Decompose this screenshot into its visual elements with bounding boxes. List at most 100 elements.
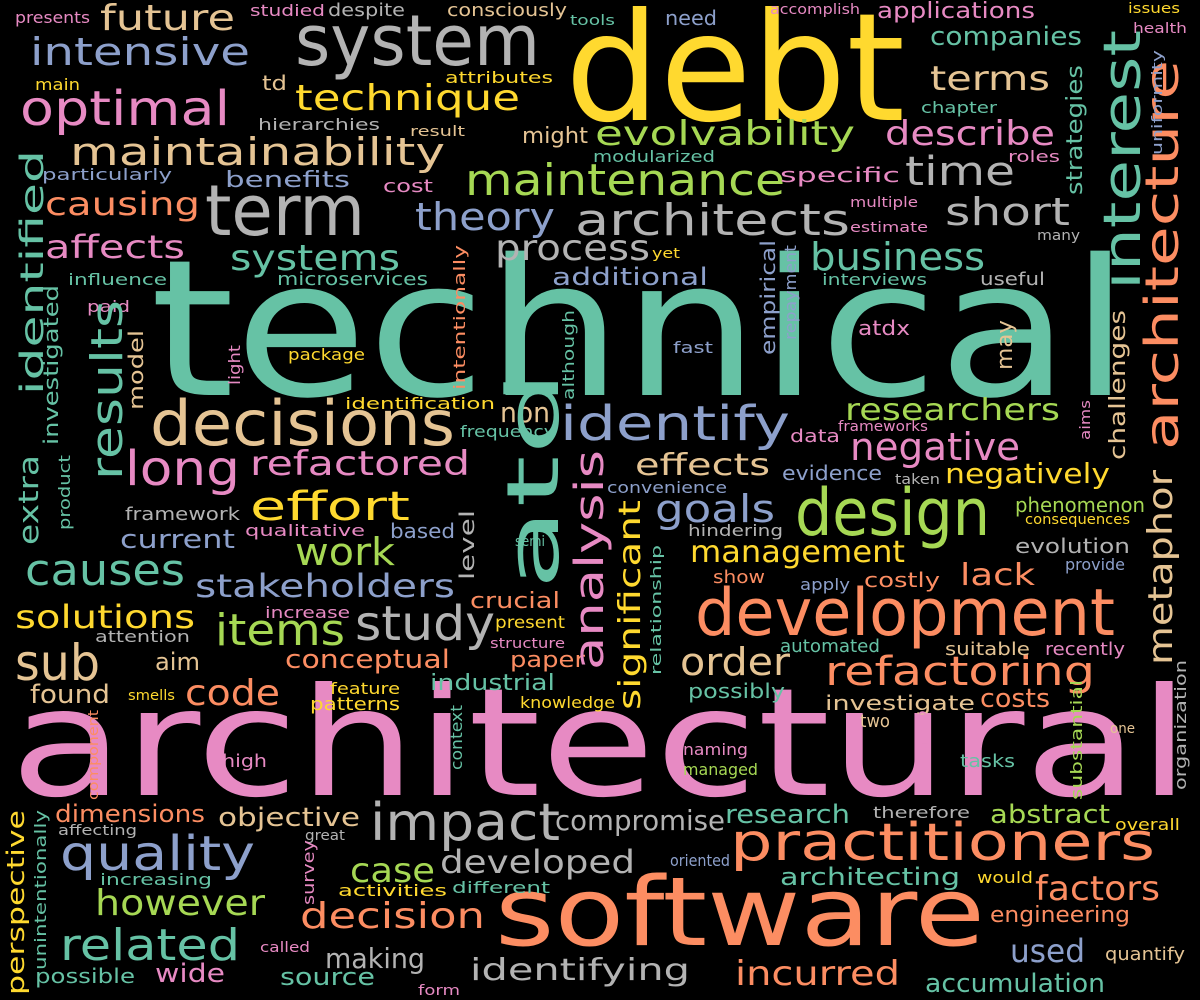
word: current [120,525,235,555]
word: benefits [225,168,350,193]
word: software [495,858,985,968]
word: short [945,190,1070,234]
word: two [860,711,890,732]
word: architecting [780,863,960,891]
word: accomplish [770,2,860,18]
word: organization [1171,660,1190,790]
word: decisions [150,387,455,460]
word: costs [980,684,1050,714]
word: evolution [1015,534,1130,558]
word: development [695,576,1115,651]
word: decision [300,896,485,937]
word: repayment [781,245,800,340]
word: health [1133,21,1187,37]
word: microservices [277,269,428,290]
word: researchers [845,393,1060,428]
word: developed [440,843,635,881]
word: analysis [567,450,613,670]
word: stakeholders [195,567,455,605]
word: useful [980,269,1045,290]
word: debt [565,0,905,156]
word: studied [250,1,325,20]
word: cost [383,176,433,197]
word: results [82,300,133,480]
word: crucial [470,589,560,614]
word: dimensions [55,800,205,828]
word: structure [490,636,565,652]
word: hindering [688,521,783,540]
word: accumulation [925,969,1105,999]
word: architecture [1135,60,1189,450]
word: consciously [447,0,567,21]
word: paper [510,648,586,673]
word: design [795,476,990,551]
word: roles [1008,147,1060,166]
word: particularly [42,165,172,184]
word: optimal [20,81,230,137]
word: research [725,800,850,830]
word: goals [655,487,775,531]
word: consequences [1025,512,1130,528]
word: refactoring [825,649,1095,695]
word: level [455,510,479,580]
word: maintainability [70,130,445,174]
word: applications [877,0,1035,24]
word: taken [895,472,940,488]
word: intensive [30,30,250,74]
word: many [1037,228,1080,244]
word: main [35,75,80,94]
word: uniformity [1150,50,1166,155]
word: despite [328,0,405,21]
word: wide [155,959,225,989]
word: td [262,71,287,95]
word: lack [960,558,1036,593]
word: engineering [990,903,1130,928]
word: costly [864,568,940,592]
word: sub [15,634,100,692]
word: solutions [15,598,195,636]
word: describe [885,114,1055,154]
word: fast [673,338,713,357]
word: one [1110,721,1135,737]
word: used [1010,932,1085,970]
word: multiple [850,195,918,211]
word: provide [1065,555,1125,574]
word: terms [930,59,1050,99]
word: frameworks [838,419,928,435]
word: form [418,983,460,999]
word: negatively [945,457,1110,490]
word: compromise [555,804,725,837]
word: result [410,124,466,140]
word: technique [295,78,520,119]
word: phenomenon [1015,493,1145,517]
word: negative [850,425,1020,469]
word: patterns [310,694,400,715]
word: effects [635,448,770,483]
word: might [522,124,588,149]
word: presents [15,8,90,27]
word: additional [552,263,708,291]
word: future [100,0,235,39]
word: term [205,170,365,252]
word: also [912,710,931,755]
word: strategies [1063,65,1088,195]
word: semi [515,534,545,550]
word: feature [330,679,400,698]
word: architects [575,195,850,246]
word: context [447,705,466,770]
word: activities [338,881,447,900]
word: companies [930,22,1082,52]
word: identification [345,394,495,413]
word: intentionally [450,245,469,390]
word: non [500,396,550,429]
word: relationship [649,545,665,675]
word: naming [683,740,748,759]
word: great [305,828,346,844]
word: suitable [945,639,1030,660]
word: paid [87,297,130,316]
word: challenges [1106,310,1131,460]
word: show [713,567,765,588]
word: investigated [39,285,63,445]
word: impact [370,793,560,853]
